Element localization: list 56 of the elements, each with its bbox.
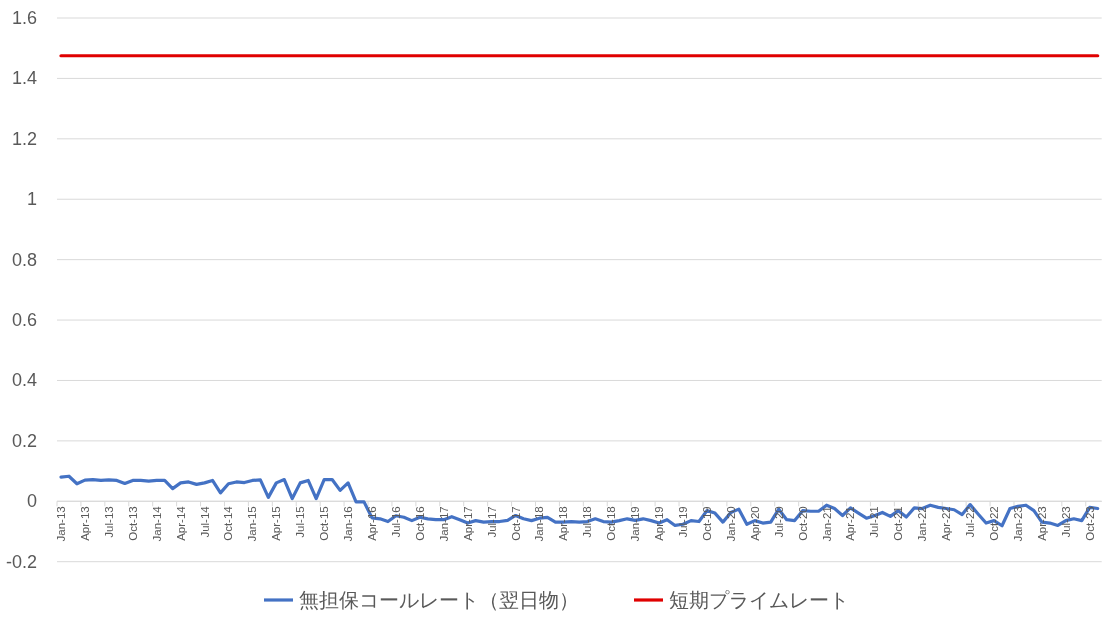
y-tick-label: 0.8 — [11, 249, 37, 270]
y-tick-label: -0.2 — [5, 551, 37, 572]
x-tick-label: Apr-14 — [174, 505, 187, 541]
y-tick-label: 1.4 — [11, 68, 37, 89]
x-tick-label: Oct-20 — [796, 506, 809, 541]
x-tick-label: Oct-17 — [509, 506, 522, 541]
x-tick-label: Jan-13 — [54, 506, 67, 542]
x-tick-label: Apr-21 — [844, 506, 857, 541]
x-tick-label: Jul-19 — [677, 506, 690, 538]
y-tick-label: 1 — [26, 189, 37, 210]
x-tick-label: Apr-18 — [557, 506, 570, 541]
x-tick-label: Oct-15 — [318, 506, 331, 541]
legend-label: 短期プライムレート — [669, 589, 849, 611]
x-tick-label: Oct-21 — [892, 506, 905, 541]
x-tick-label: Jul-15 — [294, 506, 307, 538]
x-tick-label: Jan-16 — [342, 506, 355, 542]
x-tick-label: Oct-18 — [605, 506, 618, 541]
x-tick-label: Jul-18 — [581, 506, 594, 538]
x-tick-label: Jul-22 — [964, 506, 977, 538]
x-tick-label: Oct-14 — [222, 505, 235, 541]
y-tick-label: 1.2 — [11, 128, 37, 149]
x-tick-label: Apr-23 — [1035, 506, 1048, 541]
x-tick-label: Jan-23 — [1011, 506, 1024, 542]
x-tick-label: Oct-19 — [700, 506, 713, 541]
x-tick-label: Jan-15 — [246, 506, 259, 542]
x-tick-label: Oct-22 — [988, 506, 1001, 541]
x-tick-label: Apr-20 — [748, 506, 761, 541]
x-tick-label: Jan-21 — [820, 506, 833, 542]
x-tick-label: Apr-13 — [78, 506, 91, 541]
y-tick-label: 0.4 — [11, 370, 37, 391]
x-tick-label: Oct-23 — [1083, 506, 1096, 541]
x-tick-label: Jan-14 — [150, 505, 163, 542]
x-tick-label: Jul-13 — [102, 506, 115, 538]
x-tick-label: Jul-17 — [485, 506, 498, 538]
y-tick-label: 0 — [26, 491, 37, 512]
y-tick-label: 1.6 — [11, 8, 37, 28]
y-tick-label: 0.2 — [11, 430, 37, 451]
x-tick-label: Jan-17 — [437, 506, 450, 542]
x-tick-label: Jan-20 — [724, 506, 737, 542]
x-tick-label: Apr-15 — [270, 506, 283, 541]
legend-label: 無担保コールレート（翌日物） — [299, 589, 579, 611]
x-tick-label: Apr-19 — [653, 506, 666, 541]
x-tick-label: Jul-16 — [389, 506, 402, 538]
x-tick-label: Oct-13 — [126, 506, 139, 541]
x-tick-label: Jul-14 — [198, 505, 211, 538]
y-tick-label: 0.6 — [11, 310, 37, 331]
x-tick-label: Oct-16 — [413, 506, 426, 541]
x-tick-label: Jan-18 — [533, 506, 546, 542]
x-tick-label: Jan-19 — [629, 506, 642, 542]
x-tick-label: Apr-22 — [940, 506, 953, 541]
x-tick-label: Jul-23 — [1059, 506, 1072, 538]
x-tick-label: Jul-20 — [772, 506, 785, 538]
x-tick-label: Jul-21 — [868, 506, 881, 538]
x-tick-label: Apr-16 — [366, 506, 378, 541]
x-tick-label: Jan-22 — [916, 506, 929, 542]
x-tick-label: Apr-17 — [461, 506, 474, 541]
